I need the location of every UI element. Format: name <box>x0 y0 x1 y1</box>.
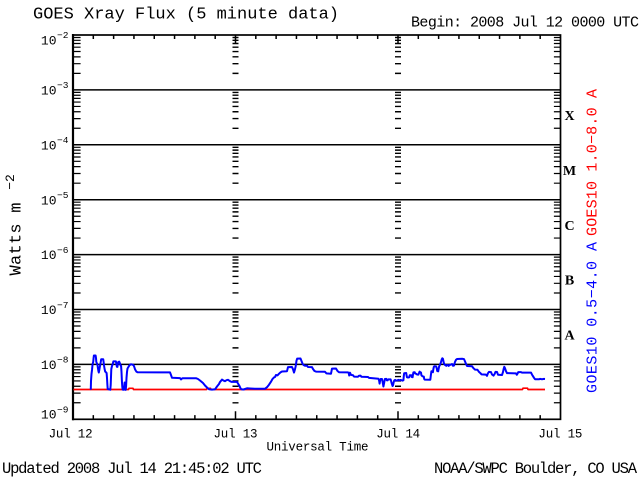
svg-text:GOES Xray Flux (5 minute data): GOES Xray Flux (5 minute data) <box>33 6 339 25</box>
svg-text:Jul 14: Jul 14 <box>376 428 420 442</box>
svg-text:Universal Time: Universal Time <box>267 441 369 455</box>
svg-text:−3: −3 <box>57 80 69 91</box>
svg-text:Jul 13: Jul 13 <box>214 428 258 442</box>
svg-text:M: M <box>563 164 576 179</box>
svg-text:10: 10 <box>41 84 57 99</box>
svg-text:Updated 2008 Jul 14 21:45:02 U: Updated 2008 Jul 14 21:45:02 UTC <box>2 460 262 478</box>
svg-text:−5: −5 <box>57 190 69 201</box>
svg-text:X: X <box>564 109 574 124</box>
svg-text:NOAA/SWPC Boulder, CO USA: NOAA/SWPC Boulder, CO USA <box>434 460 638 478</box>
svg-text:Begin: 2008 Jul 12 0000 UTC: Begin: 2008 Jul 12 0000 UTC <box>411 15 639 32</box>
svg-text:A: A <box>564 329 575 344</box>
svg-text:Jul 12: Jul 12 <box>49 428 93 442</box>
svg-text:−8: −8 <box>57 355 69 366</box>
svg-text:GOES10 0.5−4.0 A: GOES10 0.5−4.0 A <box>585 242 602 393</box>
svg-text:Watts m: Watts m <box>8 203 27 276</box>
svg-text:B: B <box>565 274 574 289</box>
svg-text:−2: −2 <box>57 30 69 41</box>
svg-text:10: 10 <box>41 193 57 208</box>
svg-text:10: 10 <box>41 138 57 153</box>
svg-text:−6: −6 <box>57 245 69 256</box>
svg-text:−2: −2 <box>3 174 18 190</box>
svg-text:10: 10 <box>41 33 57 48</box>
svg-text:−4: −4 <box>57 135 69 146</box>
svg-text:C: C <box>564 219 574 234</box>
svg-text:−9: −9 <box>57 404 69 415</box>
svg-text:10: 10 <box>41 303 57 318</box>
svg-text:10: 10 <box>41 248 57 263</box>
svg-text:−7: −7 <box>57 300 68 311</box>
svg-text:GOES10 1.0−8.0 A: GOES10 1.0−8.0 A <box>585 89 602 236</box>
svg-text:10: 10 <box>41 358 57 373</box>
svg-text:10: 10 <box>41 408 57 423</box>
svg-text:Jul 15: Jul 15 <box>538 428 582 442</box>
